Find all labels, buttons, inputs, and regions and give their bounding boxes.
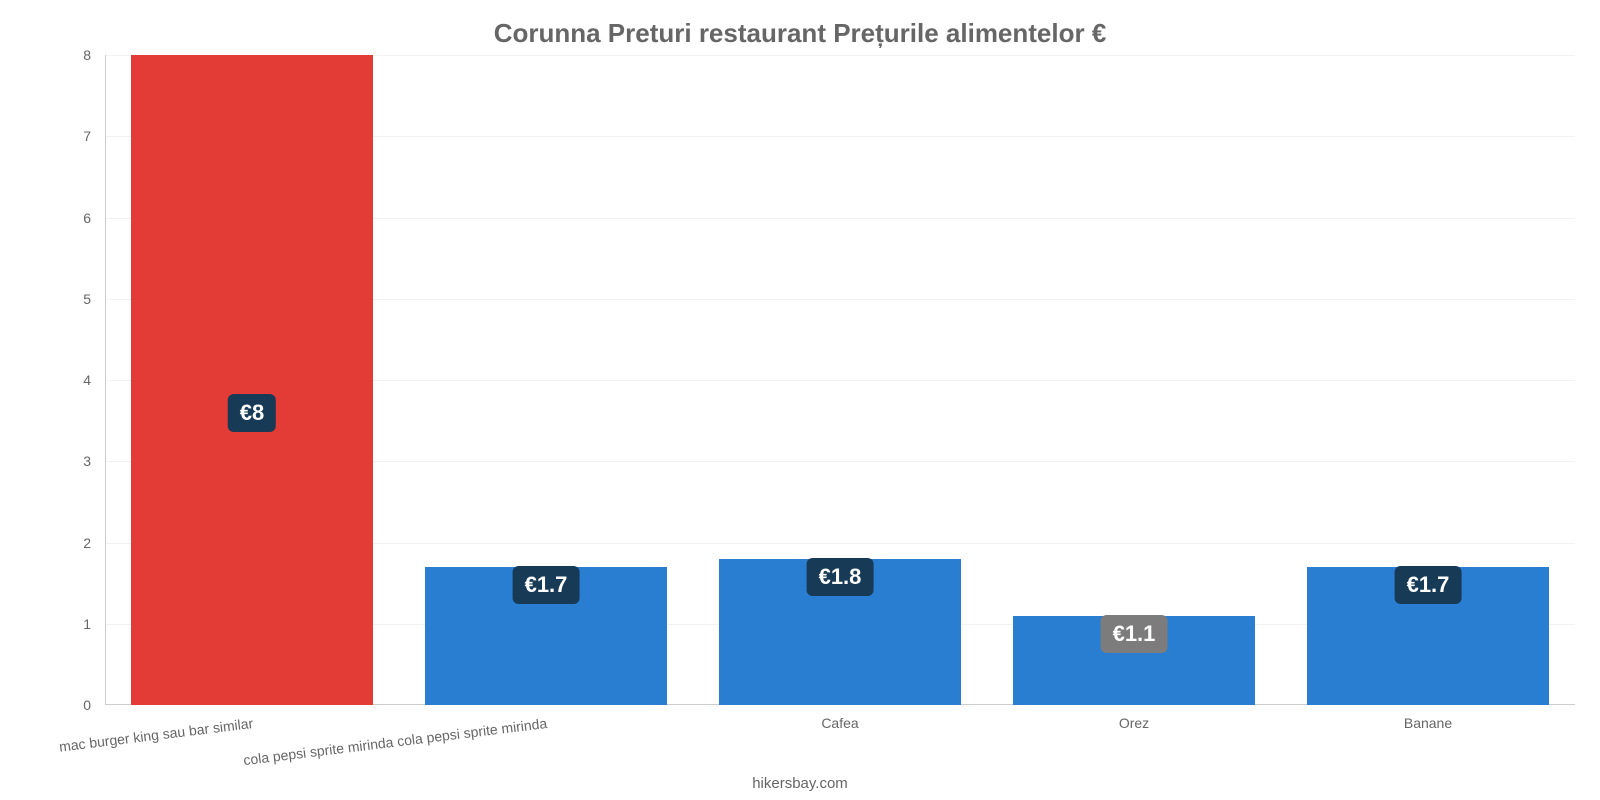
x-tick-label: Cafea [740, 715, 940, 731]
chart-caption: hikersbay.com [0, 775, 1600, 792]
y-tick-label: 2 [0, 535, 91, 551]
bars-group: €8 €1.7 €1.8 €1.1 €1.7 [105, 55, 1575, 705]
y-tick-label: 0 [0, 697, 91, 713]
plot-area: €8 €1.7 €1.8 €1.1 €1.7 [105, 55, 1575, 705]
chart-title: Corunna Preturi restaurant Prețurile ali… [0, 18, 1600, 49]
y-tick-label: 3 [0, 453, 91, 469]
y-tick-label: 8 [0, 47, 91, 63]
y-tick-label: 1 [0, 616, 91, 632]
x-tick-label: Orez [1034, 715, 1234, 731]
bar-value-label: €8 [228, 394, 276, 432]
bar-value-label: €1.7 [1395, 566, 1462, 604]
bar-value-label: €1.8 [807, 558, 874, 596]
y-tick-label: 6 [0, 210, 91, 226]
x-tick-label: Banane [1328, 715, 1528, 731]
y-tick-label: 5 [0, 291, 91, 307]
bar-value-label: €1.1 [1101, 615, 1168, 653]
chart-container: Corunna Preturi restaurant Prețurile ali… [0, 0, 1600, 800]
bar-value-label: €1.7 [513, 566, 580, 604]
y-tick-label: 7 [0, 128, 91, 144]
y-tick-label: 4 [0, 372, 91, 388]
bar [131, 55, 372, 705]
